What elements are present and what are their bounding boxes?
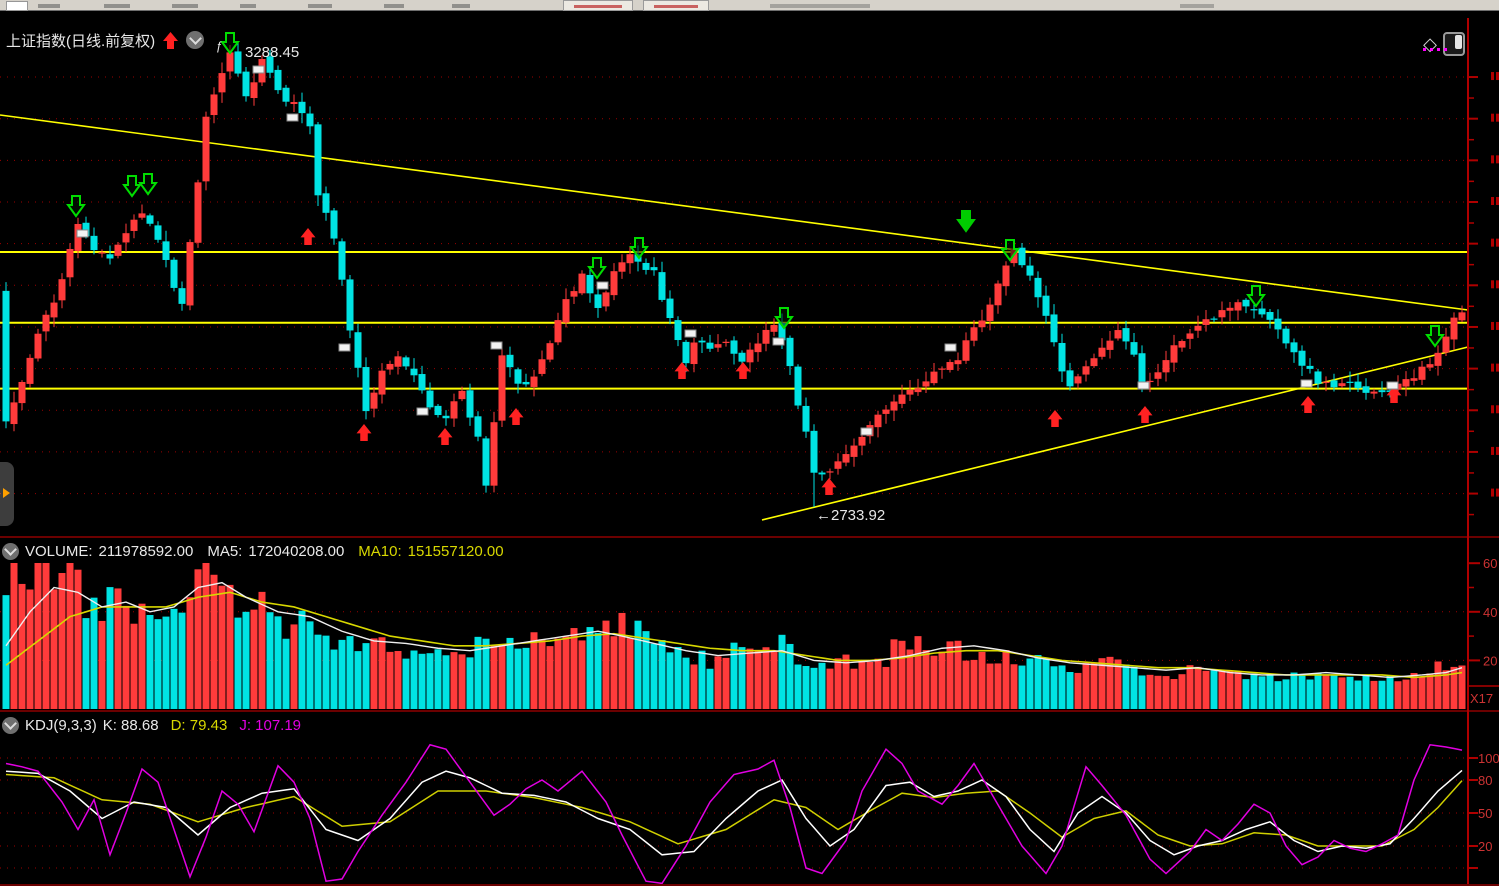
kdj-gridlines: 100 80 50 20: [0, 751, 1499, 869]
kdj-d-value: D: 79.43: [170, 716, 228, 734]
toolbar-button-fragment[interactable]: [563, 0, 633, 11]
price-gridlines: [0, 72, 1499, 516]
magenta-dots-icon: [1423, 48, 1447, 51]
svg-text:20: 20: [1478, 839, 1492, 854]
top-toolbar-clipped[interactable]: [0, 0, 1499, 11]
volume-pane[interactable]: VOLUME: 211978592.00 MA5: 172040208.00 M…: [0, 538, 1499, 710]
signal-markers: [66, 32, 1445, 495]
toolbar-item-fragment[interactable]: [384, 4, 404, 8]
diamond-icon[interactable]: ◇: [1423, 34, 1437, 54]
toolbar-field-fragment[interactable]: [6, 1, 28, 11]
volume-ma10-value: 151557120.00: [407, 542, 504, 560]
svg-text:50: 50: [1478, 806, 1492, 821]
svg-text:60: 60: [1483, 558, 1497, 571]
chart-title: 上证指数(日线.前复权): [6, 32, 156, 50]
toolbar-item-fragment[interactable]: [240, 4, 256, 8]
kdj-lines: [5, 743, 1463, 884]
kdj-label: KDJ(9,3,3): [25, 716, 97, 734]
volume-ma-lines: [5, 581, 1463, 679]
toolbar-item-fragment[interactable]: [104, 4, 130, 8]
candles-layer: [2, 41, 1466, 507]
toolbar-item-fragment[interactable]: [172, 4, 198, 8]
toolbar-item-fragment[interactable]: [38, 4, 60, 8]
svg-text:100: 100: [1478, 751, 1499, 766]
svg-text:ƒ: ƒ: [216, 39, 223, 53]
volume-label: VOLUME:: [25, 542, 93, 560]
candlestick-chart[interactable]: ƒ 3288.45 ←2733.92: [0, 18, 1499, 536]
volume-chart[interactable]: 60 40 20 X17: [0, 558, 1499, 710]
volume-value: 211978592.00: [98, 542, 194, 560]
svg-text:3288.45: 3288.45: [245, 44, 299, 61]
buy-signal-icon: [163, 31, 179, 49]
volume-gridlines: 60 40 20 X17: [0, 558, 1499, 706]
pane-divider: [0, 536, 1499, 538]
trendlines-and-levels: [0, 114, 1469, 521]
svg-text:←2733.92: ←2733.92: [816, 507, 885, 524]
pane-divider: [0, 710, 1499, 712]
price-axis-line: [1467, 18, 1469, 884]
volume-ma5-value: 172040208.00: [248, 542, 345, 560]
collapse-volume-button[interactable]: [2, 542, 19, 560]
main-chart-pane[interactable]: 上证指数(日线.前复权) ◇ ƒ 3288.45 ←2733.92: [0, 10, 1499, 536]
toolbar-item-fragment[interactable]: [1180, 4, 1214, 8]
toolbar-item-fragment[interactable]: [770, 4, 870, 8]
kdj-pane[interactable]: KDJ(9,3,3) K: 88.68 D: 79.43 J: 107.19 1…: [0, 712, 1499, 886]
collapse-main-button[interactable]: [186, 31, 205, 49]
svg-text:20: 20: [1483, 653, 1497, 668]
volume-ma5-label: MA5:: [207, 542, 243, 560]
panel-toggle-icon[interactable]: [1443, 32, 1465, 56]
toolbar-item-fragment[interactable]: [452, 4, 470, 8]
svg-text:40: 40: [1483, 605, 1497, 620]
collapse-kdj-button[interactable]: [2, 716, 19, 734]
price-labels: ƒ 3288.45 ←2733.92: [216, 39, 885, 524]
toolbar-item-fragment[interactable]: [308, 4, 332, 8]
volume-ma10-label: MA10:: [358, 542, 402, 560]
toolbar-button-fragment[interactable]: [643, 0, 709, 11]
kdj-k-value: K: 88.68: [102, 716, 159, 734]
svg-text:X17: X17: [1470, 691, 1493, 706]
svg-text:80: 80: [1478, 773, 1492, 788]
kdj-chart[interactable]: 100 80 50 20: [0, 732, 1499, 884]
left-edge-handle[interactable]: [0, 462, 14, 526]
bottom-border: [0, 884, 1499, 886]
volume-bars: [2, 563, 1466, 709]
kdj-j-value: J: 107.19: [239, 716, 302, 734]
